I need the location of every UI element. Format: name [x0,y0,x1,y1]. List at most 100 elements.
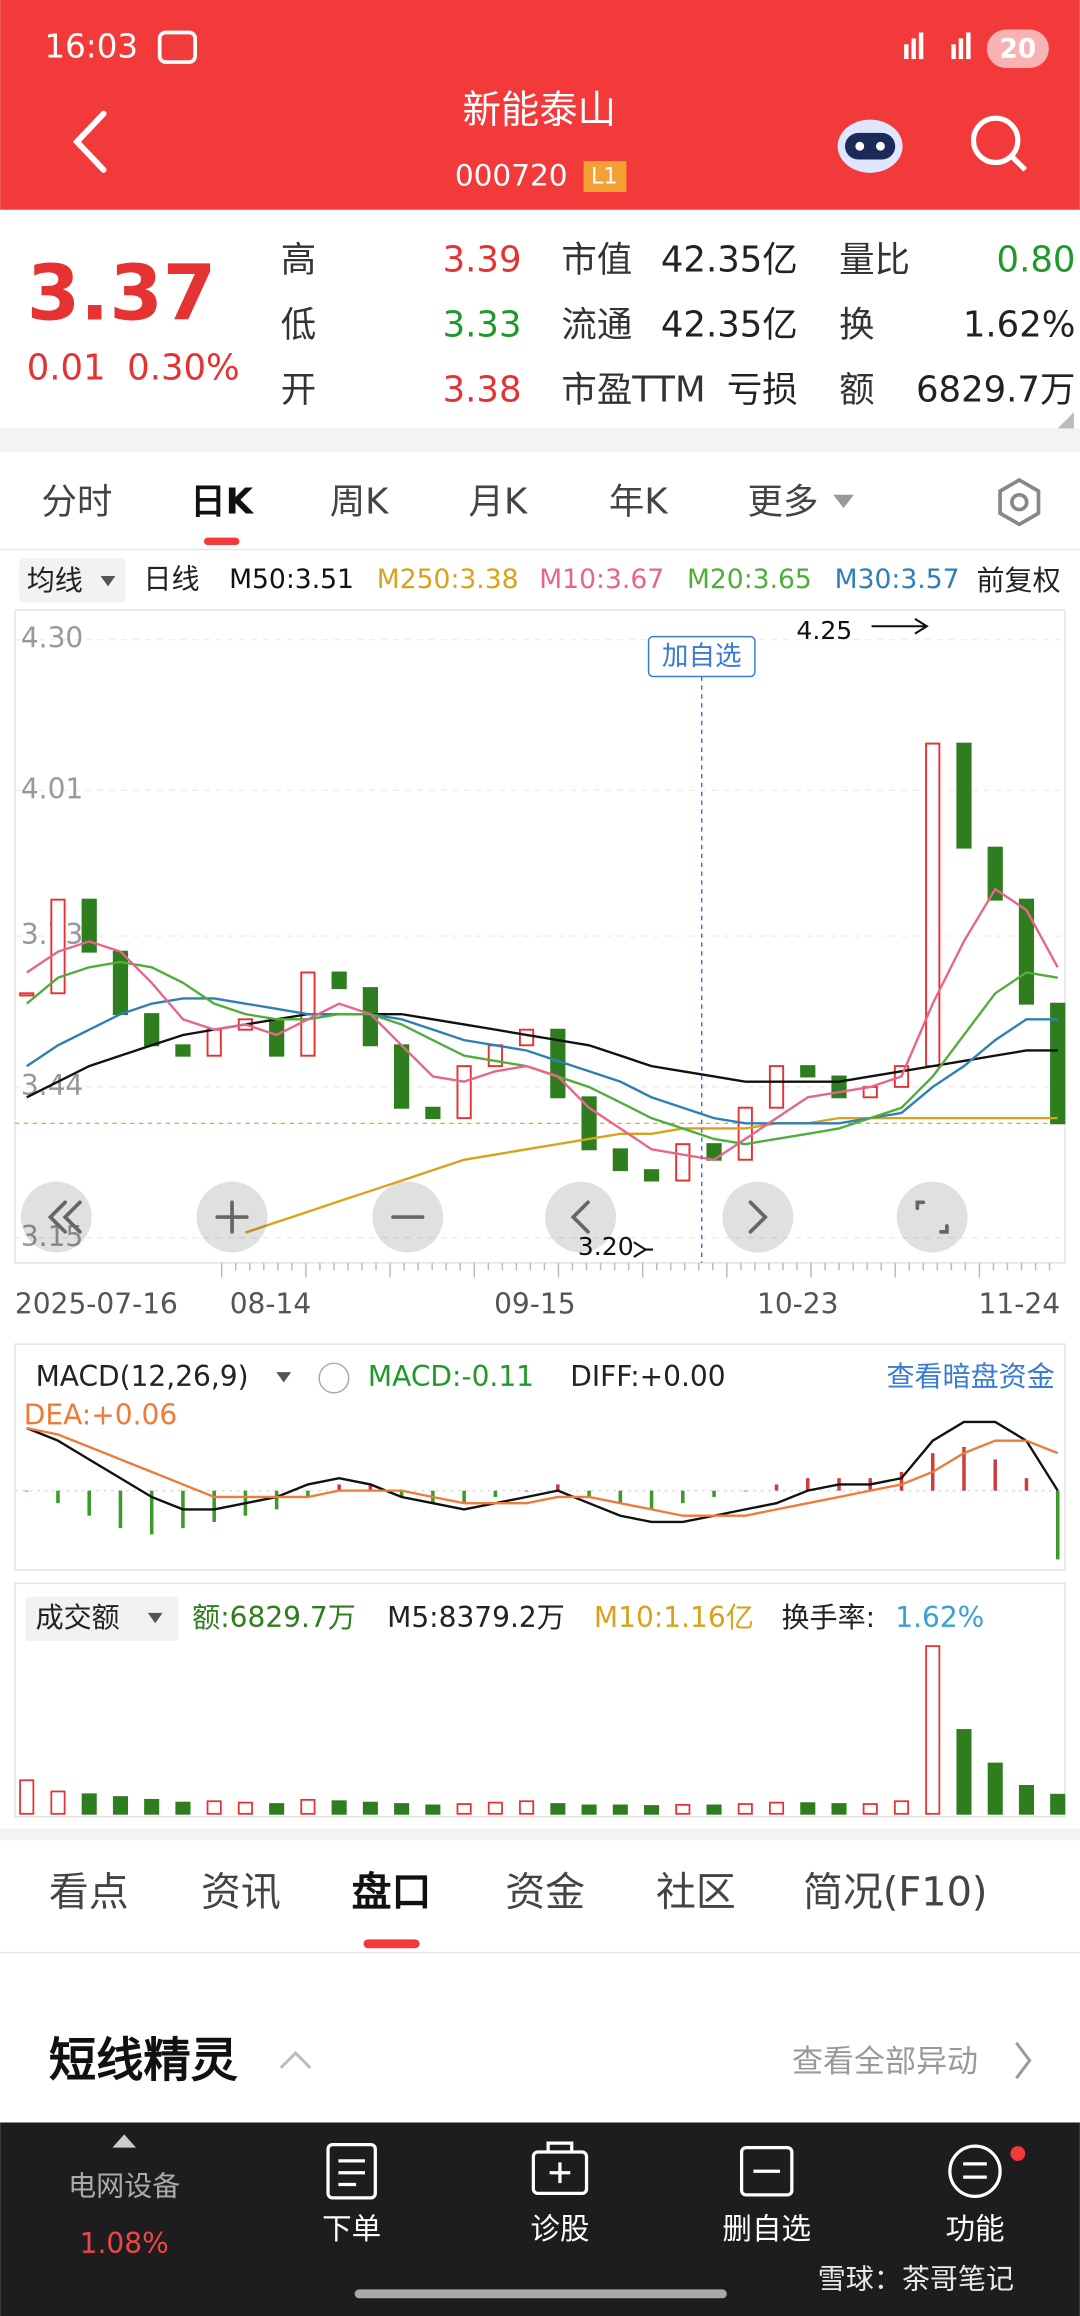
macd-bar [368,1484,373,1491]
watch-label[interactable]: 加自选 [662,641,742,672]
period-tab[interactable]: 月K [469,482,528,523]
field-value: 3.38 [443,369,522,410]
section-link[interactable]: 查看全部异动 [792,2044,978,2080]
volume-bar [487,1801,503,1815]
price-pct: 0.30% [127,347,240,388]
chart-button[interactable] [20,1181,92,1253]
help-icon[interactable] [318,1362,350,1394]
field-label: 开 [281,369,316,410]
turnover-label: 换手率: [781,1601,875,1634]
ma-adjust[interactable]: 前复权 [977,564,1061,597]
volume-bar [925,1645,941,1815]
signal-icons [904,32,971,60]
macd-link[interactable]: 查看暗盘资金 [886,1360,1054,1393]
section-tab[interactable]: 社区 [656,1870,736,1916]
candle [831,1075,847,1099]
field-value: 3.33 [443,304,522,345]
notify-dot [1010,2146,1026,2161]
chart-button[interactable] [896,1181,968,1253]
low-arrow [633,1241,653,1258]
ma-period: 日线 [143,562,199,595]
nav-item[interactable]: 诊股 [530,2212,589,2246]
ma-item: M30:3.57 [835,564,960,595]
volume-bar [112,1796,128,1815]
field-label: 换 [839,304,874,345]
macd-bar [212,1490,216,1522]
volume-header-bg[interactable] [25,1596,179,1641]
stock-name: 新能泰山 [462,88,616,133]
volume-bar [862,1803,878,1815]
volume-bar [425,1804,441,1815]
section-tab[interactable]: 简况(F10) [803,1870,988,1916]
dropdown [100,576,116,587]
field-label: 市盈TTM [561,369,705,410]
period-tab[interactable]: 周K [330,482,389,523]
field-value: 42.35亿 [661,239,798,280]
watch-tag[interactable] [647,635,756,678]
robot-icon[interactable] [837,119,903,173]
candle [925,742,941,1068]
field-label: 低 [281,304,316,345]
nav-sector[interactable]: 电网设备 [68,2169,180,2202]
field-value: 0.80 [997,239,1076,280]
candle [487,1044,503,1068]
ma-selector-bg[interactable] [19,558,126,603]
macd-bar [681,1490,685,1504]
candle [612,1148,628,1172]
turnover-value: 1.62% [895,1601,984,1634]
volume-title[interactable]: 成交额 [36,1601,120,1634]
settings-icon[interactable] [998,477,1041,527]
macd-title[interactable]: MACD(12,26,9) [36,1360,249,1393]
x-tick-label: 10-23 [757,1288,839,1321]
chart-button[interactable] [722,1181,794,1253]
volume-bar [144,1798,160,1815]
volume-bar [519,1800,535,1815]
x-tick-label: 08-14 [230,1288,312,1321]
chart-button-icon [915,1200,949,1234]
volume-bar [550,1803,566,1815]
x-tick-label: 11-24 [979,1288,1061,1321]
nav-item[interactable]: 功能 [945,2212,1004,2246]
section-tab[interactable]: 资金 [505,1870,585,1916]
volume-bar [19,1779,35,1815]
volume-bar [175,1801,191,1815]
section-tab[interactable]: 资讯 [201,1870,281,1916]
high-arrow [871,618,929,635]
nav-bg [0,2122,1080,2316]
candle [768,1065,785,1109]
macd-bar [493,1490,498,1497]
nav-item[interactable]: 下单 [322,2212,381,2246]
field-label: 高 [281,239,316,280]
macd-bar [87,1490,91,1516]
chart-button-icon [47,1200,82,1234]
ma-item: M10:3.67 [539,564,664,595]
section-tab[interactable]: 盘口 [352,1870,432,1916]
section-tab[interactable]: 看点 [49,1870,129,1916]
period-tab[interactable]: 日K [190,482,254,523]
chart-button[interactable] [545,1181,617,1253]
macd-bar [805,1478,810,1491]
period-tab[interactable]: 更多 [748,482,819,523]
macd-bar [24,1490,29,1492]
chevron[interactable] [1015,2041,1032,2080]
chart-button-icon [215,1200,249,1234]
volume-bar [768,1801,785,1815]
separator [0,1828,1080,1841]
nav-item[interactable]: 删自选 [722,2212,811,2246]
volume-m5: M5:8379.2万 [387,1601,565,1634]
volume-amount: 额:6829.7万 [192,1601,356,1634]
macd-bar [649,1490,654,1510]
field-value: 3.39 [443,239,522,280]
nav-up [112,2134,137,2148]
dea-value: DEA:+0.06 [24,1398,177,1431]
ma-selector[interactable]: 均线 [27,564,83,597]
ma-line [26,1012,1058,1099]
search-icon[interactable] [970,115,1028,172]
badge-bg [583,160,627,193]
period-tab[interactable]: 年K [609,482,668,523]
collapse-icon[interactable] [279,2050,312,2069]
period-tab[interactable]: 分时 [42,482,113,523]
field-value: 42.35亿 [661,304,798,345]
macd-bar [337,1484,341,1491]
back-button[interactable] [72,110,107,173]
